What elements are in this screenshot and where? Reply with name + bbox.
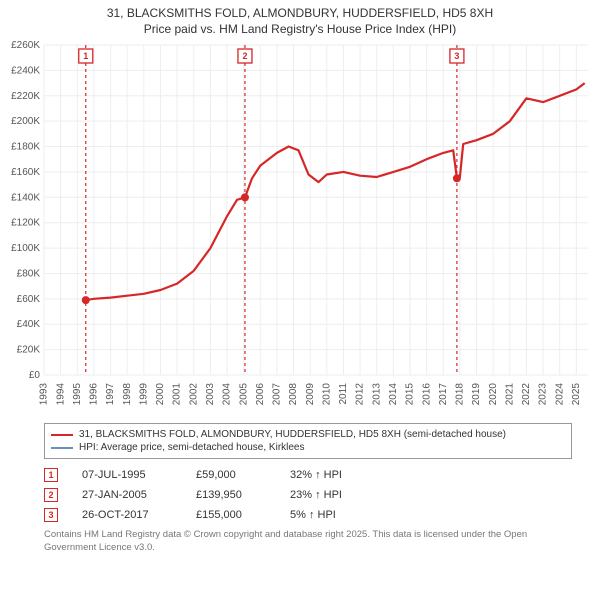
event-date: 27-JAN-2005 — [82, 489, 172, 501]
legend: 31, BLACKSMITHS FOLD, ALMONDBURY, HUDDER… — [44, 423, 572, 459]
chart-container: £0 £20K £40K £60K £80K £100K £120K £140K £160K £1… — [0, 39, 600, 419]
svg-text:2014: 2014 — [388, 383, 399, 406]
legend-label: HPI: Average price, semi-detached house,… — [79, 442, 305, 453]
svg-text:2008: 2008 — [288, 383, 299, 406]
event-delta: 5% ↑ HPI — [290, 509, 380, 521]
svg-text:2017: 2017 — [438, 383, 449, 406]
svg-text:2020: 2020 — [488, 383, 499, 406]
svg-text:2011: 2011 — [338, 383, 349, 405]
svg-text:2: 2 — [242, 51, 247, 61]
svg-text:£120K: £120K — [11, 218, 40, 229]
svg-text:2007: 2007 — [272, 383, 283, 406]
svg-text:£40K: £40K — [17, 319, 41, 330]
svg-text:2006: 2006 — [255, 383, 266, 406]
svg-text:1996: 1996 — [89, 383, 100, 406]
svg-text:2015: 2015 — [405, 383, 416, 406]
svg-text:1999: 1999 — [138, 383, 149, 406]
svg-text:£220K: £220K — [11, 91, 40, 102]
svg-text:£180K: £180K — [11, 142, 40, 153]
title-line-1: 31, BLACKSMITHS FOLD, ALMONDBURY, HUDDER… — [10, 6, 590, 22]
svg-text:1993: 1993 — [39, 383, 50, 406]
svg-text:£100K: £100K — [11, 243, 40, 254]
svg-text:1: 1 — [83, 51, 88, 61]
svg-text:2005: 2005 — [238, 383, 249, 406]
svg-text:£160K: £160K — [11, 167, 40, 178]
svg-text:2012: 2012 — [355, 383, 366, 406]
svg-text:1997: 1997 — [105, 383, 116, 406]
svg-text:£0: £0 — [29, 370, 41, 381]
svg-text:2023: 2023 — [538, 383, 549, 406]
event-marker: 2 — [44, 488, 58, 502]
series-hpi — [77, 102, 584, 319]
svg-text:£200K: £200K — [11, 116, 40, 127]
svg-text:2022: 2022 — [521, 383, 532, 406]
price-chart: £0 £20K £40K £60K £80K £100K £120K £140K £160K £1… — [0, 39, 600, 419]
sale-marker-3 — [453, 174, 461, 182]
event-price: £139,950 — [196, 489, 266, 501]
svg-text:1994: 1994 — [55, 383, 66, 406]
svg-text:2018: 2018 — [455, 383, 466, 406]
legend-label: 31, BLACKSMITHS FOLD, ALMONDBURY, HUDDER… — [79, 429, 506, 440]
event-row: 3 26-OCT-2017 £155,000 5% ↑ HPI — [44, 505, 572, 525]
event-row: 2 27-JAN-2005 £139,950 23% ↑ HPI — [44, 485, 572, 505]
svg-text:2000: 2000 — [155, 383, 166, 406]
event-marker: 1 — [44, 468, 58, 482]
event-delta: 23% ↑ HPI — [290, 489, 380, 501]
event-price: £155,000 — [196, 509, 266, 521]
svg-text:1998: 1998 — [122, 383, 133, 406]
sales-events-table: 1 07-JUL-1995 £59,000 32% ↑ HPI 2 27-JAN-2005… — [44, 465, 572, 525]
event-marker: 3 — [44, 508, 58, 522]
svg-text:2010: 2010 — [321, 383, 332, 406]
svg-text:£60K: £60K — [17, 294, 41, 305]
event-price: £59,000 — [196, 469, 266, 481]
chart-title-block: 31, BLACKSMITHS FOLD, ALMONDBURY, HUDDER… — [0, 0, 600, 39]
svg-text:2003: 2003 — [205, 383, 216, 406]
svg-text:£260K: £260K — [11, 40, 40, 51]
svg-text:2004: 2004 — [222, 383, 233, 406]
title-line-2: Price paid vs. HM Land Registry's House … — [10, 22, 590, 38]
svg-text:3: 3 — [454, 51, 459, 61]
svg-text:2002: 2002 — [188, 383, 199, 406]
legend-swatch — [51, 434, 73, 436]
footer-attribution: Contains HM Land Registry data © Crown c… — [44, 529, 572, 554]
svg-text:2016: 2016 — [421, 383, 432, 406]
event-row: 1 07-JUL-1995 £59,000 32% ↑ HPI — [44, 465, 572, 485]
legend-swatch — [51, 447, 73, 449]
svg-text:2021: 2021 — [504, 383, 515, 406]
legend-item: 31, BLACKSMITHS FOLD, ALMONDBURY, HUDDER… — [51, 428, 565, 441]
svg-text:1995: 1995 — [72, 383, 83, 406]
svg-text:£140K: £140K — [11, 192, 40, 203]
svg-text:£20K: £20K — [17, 345, 41, 356]
svg-text:2013: 2013 — [371, 383, 382, 406]
event-date: 26-OCT-2017 — [82, 509, 172, 521]
sale-marker-2 — [241, 194, 249, 202]
svg-text:£240K: £240K — [11, 66, 40, 77]
svg-text:2019: 2019 — [471, 383, 482, 406]
sale-marker-1 — [82, 296, 90, 304]
legend-item: HPI: Average price, semi-detached house,… — [51, 441, 565, 454]
svg-text:2025: 2025 — [571, 383, 582, 406]
svg-text:2001: 2001 — [172, 383, 183, 406]
svg-text:£80K: £80K — [17, 269, 41, 280]
event-delta: 32% ↑ HPI — [290, 469, 380, 481]
event-date: 07-JUL-1995 — [82, 469, 172, 481]
svg-text:2024: 2024 — [554, 383, 565, 406]
svg-text:2009: 2009 — [305, 383, 316, 406]
